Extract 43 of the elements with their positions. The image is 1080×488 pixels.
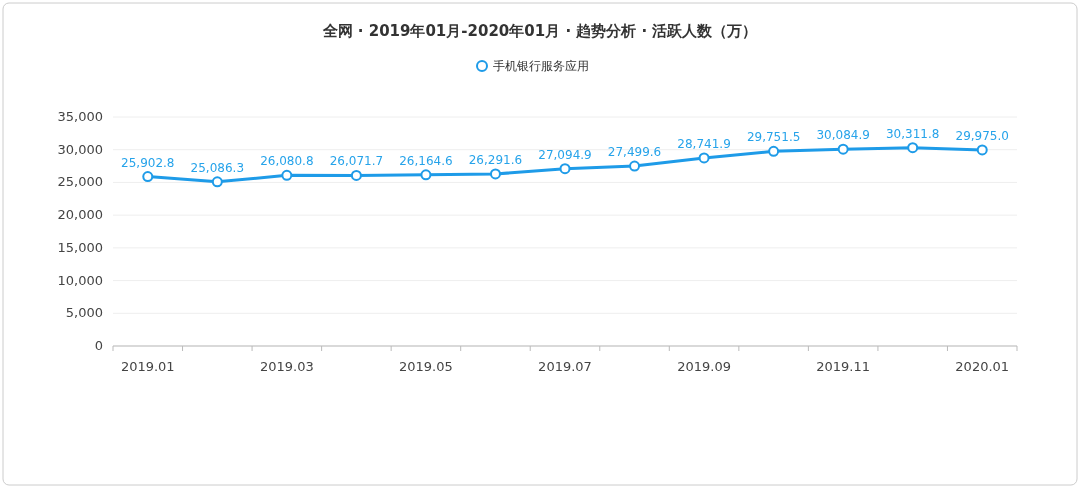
point [837,143,849,155]
point [976,144,988,156]
y-tick-label: 25,000 [57,174,103,190]
point [350,169,362,181]
point [559,163,571,175]
data-label: 26,291.6 [468,152,523,167]
data-label: 30,084.9 [816,128,870,143]
point [281,169,293,181]
y-tick-label: 15,000 [57,239,103,255]
data-label: 27,499.6 [607,145,662,160]
chart-title: 全网 · 2019年01月-2020年01月 · 趋势分析 · 活跃人数（万） [321,22,758,40]
data-label: 28,741.9 [677,136,731,151]
y-tick-label: 20,000 [57,207,103,223]
y-tick-label: 5,000 [65,305,103,321]
point [629,160,641,172]
y-tick-label: 10,000 [57,272,103,288]
point [211,176,223,188]
data-label: 29,751.5 [746,130,801,145]
x-tick-label: 2019.09 [677,359,731,374]
point [907,142,919,154]
y-tick-label: 30,000 [57,141,103,157]
y-tick-label: 35,000 [57,109,103,124]
data-label: 26,164.6 [399,153,453,168]
x-tick-label: 2019.01 [120,359,175,374]
data-label: 25,902.8 [121,155,175,170]
y-tick-label: 0 [94,338,103,353]
legend-label: 手机银行服务应用 [493,59,589,73]
point [768,145,780,157]
point [142,171,154,183]
data-label: 26,080.8 [260,154,314,169]
x-tick-label: 2019.11 [816,359,871,374]
x-tick-label: 2019.03 [259,359,314,374]
x-tick-label: 2019.07 [538,359,592,374]
point [489,168,501,180]
point [420,169,432,181]
x-tick-label: 2020.01 [955,359,1010,374]
data-label: 26,071.7 [329,154,384,169]
data-label: 25,086.3 [190,160,245,175]
data-label: 29,975.0 [955,128,1009,143]
data-label: 30,311.8 [885,126,940,141]
point [698,152,710,164]
x-tick-label: 2019.05 [399,359,453,374]
data-label: 27,094.9 [538,147,592,162]
